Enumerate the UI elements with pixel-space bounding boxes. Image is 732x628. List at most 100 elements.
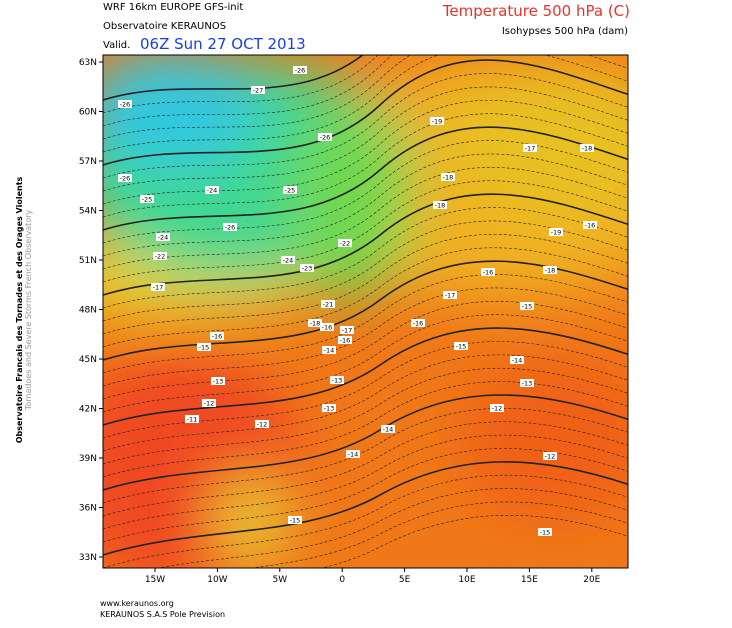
footer-company: KERAUNOS S.A.S Pole Prevision xyxy=(100,610,225,619)
contour-label: -14 xyxy=(324,347,335,355)
contour-label: -12 xyxy=(545,453,556,461)
contour-label-box xyxy=(346,450,360,458)
lat-label: 33N xyxy=(79,553,97,563)
contour-label-box xyxy=(330,376,344,384)
contour-label: -15 xyxy=(456,343,467,351)
contour-label-box xyxy=(322,346,336,354)
contour-line xyxy=(103,448,628,543)
contour-label-box xyxy=(543,266,557,274)
contour-label-box xyxy=(255,420,269,428)
contour-label-box xyxy=(523,144,537,152)
lon-label: 15E xyxy=(521,575,538,585)
contour-label: -11 xyxy=(187,416,198,424)
contour-label-box xyxy=(454,342,468,350)
contour-label-box xyxy=(251,86,265,94)
contour-line xyxy=(103,434,628,530)
contour-line xyxy=(103,421,628,517)
contour-line xyxy=(103,394,628,491)
contour-label-box xyxy=(430,117,444,125)
lat-label: 36N xyxy=(79,504,97,514)
contour-label: -14 xyxy=(348,451,359,459)
contour-label: -16 xyxy=(212,333,223,341)
contour-label: -26 xyxy=(225,224,236,232)
footer-url: www.keraunos.org xyxy=(100,599,174,608)
lat-label: 54N xyxy=(79,207,97,217)
contour-line xyxy=(103,368,628,465)
contour-line xyxy=(103,55,628,140)
lat-label: 39N xyxy=(79,454,97,464)
contour-label: -18 xyxy=(545,267,556,275)
contour-label-box xyxy=(202,399,216,407)
contour-label: -16 xyxy=(585,222,596,230)
contour-line xyxy=(103,100,628,205)
contour-line xyxy=(103,314,628,413)
lat-label: 42N xyxy=(79,405,97,415)
contour-label: -18 xyxy=(310,320,321,328)
contour-label: -26 xyxy=(120,175,131,183)
contour-line xyxy=(103,86,628,192)
contour-line xyxy=(103,180,628,283)
contour-label-box xyxy=(338,336,352,344)
contour-line xyxy=(103,55,628,153)
contour-label: -12 xyxy=(257,421,268,429)
contour-line xyxy=(321,514,628,568)
contour-label-box xyxy=(320,323,334,331)
contour-line xyxy=(103,474,628,568)
contour-label: -16 xyxy=(413,320,424,328)
lon-label: 5W xyxy=(272,575,287,585)
contour-line xyxy=(103,193,628,296)
contour-label: -18 xyxy=(435,202,446,210)
field-title: Temperature 500 hPa (C) xyxy=(442,2,630,20)
contour-line xyxy=(103,247,628,348)
lon-label: 10W xyxy=(207,575,227,585)
contour-label: -18 xyxy=(443,174,454,182)
contour-label-box xyxy=(140,195,154,203)
contour-label-box xyxy=(543,452,557,460)
contour-label-box xyxy=(433,201,447,209)
contour-label: -25 xyxy=(285,187,296,195)
contour-label-box xyxy=(118,100,132,108)
contour-label: -17 xyxy=(342,327,353,335)
contour-label: -23 xyxy=(302,265,313,273)
contour-label-box xyxy=(185,415,199,423)
contour-label-box xyxy=(318,133,332,141)
contour-label-box xyxy=(580,144,594,152)
contour-label-box xyxy=(210,332,224,340)
contour-label: -21 xyxy=(323,301,334,309)
contour-label: -26 xyxy=(295,67,306,75)
contour-label: -12 xyxy=(492,405,503,413)
contour-line xyxy=(103,55,628,127)
lat-label: 57N xyxy=(79,157,97,167)
valid-time: 06Z Sun 27 OCT 2013 xyxy=(140,35,306,53)
valid-prefix: Valid. xyxy=(103,40,130,51)
contour-label-box xyxy=(118,174,132,182)
contour-label-box xyxy=(490,404,504,412)
contour-line xyxy=(103,234,628,335)
contour-label: -17 xyxy=(525,145,536,153)
contour-label: -14 xyxy=(512,357,523,365)
contour-label-box xyxy=(520,302,534,310)
lon-label: 10E xyxy=(458,575,475,585)
contour-label: -24 xyxy=(283,257,294,265)
contour-label: -16 xyxy=(483,269,494,277)
contour-line xyxy=(103,287,628,387)
source-text: Observatoire KERAUNOS xyxy=(103,21,226,32)
model-text: WRF 16km EUROPE GFS-init xyxy=(103,2,243,13)
contour-label: -19 xyxy=(432,118,443,126)
contour-label: -24 xyxy=(158,234,169,242)
contour-line xyxy=(103,461,628,556)
lat-label: 45N xyxy=(79,355,97,365)
contour-label-box xyxy=(443,291,457,299)
contour-label-box xyxy=(583,221,597,229)
contour-label-box xyxy=(300,264,314,272)
contour-label-box xyxy=(211,377,225,385)
contour-line xyxy=(103,55,364,101)
contour-label-box xyxy=(510,356,524,364)
contour-label-box xyxy=(549,228,563,236)
contour-label-box xyxy=(156,233,170,241)
contour-label-box xyxy=(288,516,302,524)
contour-line xyxy=(103,274,628,374)
contour-label-box xyxy=(411,319,425,327)
contour-line xyxy=(103,113,628,218)
